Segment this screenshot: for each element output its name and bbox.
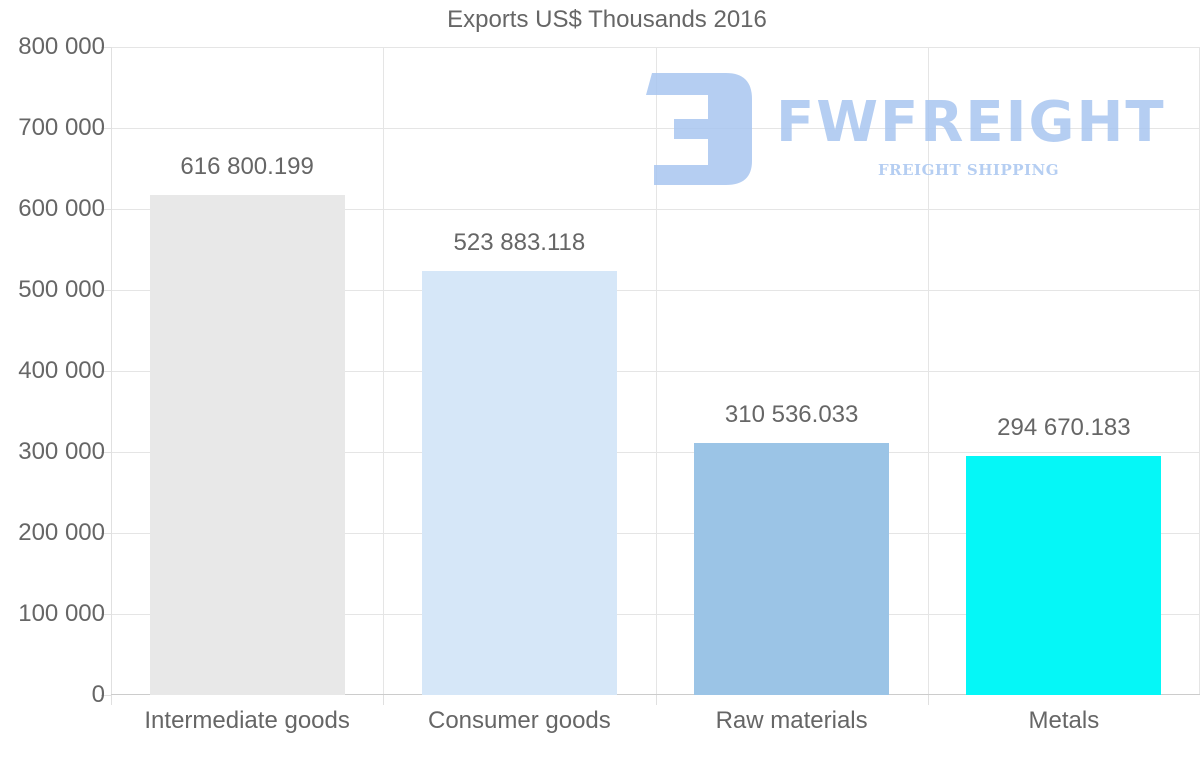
x-tick-mark xyxy=(928,695,929,705)
y-tick-label: 500 000 xyxy=(18,276,105,303)
bar-consumer-goods[interactable] xyxy=(421,270,617,695)
gridline-vertical xyxy=(928,47,929,695)
fwfreight-watermark-logo: FWFREIGHT FREIGHT SHIPPING xyxy=(646,73,1164,188)
y-tick-mark xyxy=(101,47,111,48)
gridline-horizontal xyxy=(111,209,1200,210)
y-tick-mark xyxy=(101,128,111,129)
y-tick-mark xyxy=(101,533,111,534)
y-axis-line xyxy=(111,47,112,695)
bar-value-label: 310 536.033 xyxy=(724,401,859,429)
gridline-horizontal xyxy=(111,452,1200,453)
gridline-horizontal xyxy=(111,47,1200,48)
y-tick-label: 200 000 xyxy=(18,519,105,546)
y-tick-mark xyxy=(101,209,111,210)
x-category-label: Intermediate goods xyxy=(144,707,350,734)
watermark-brand: FWFREIGHT xyxy=(776,90,1166,155)
gridline-horizontal xyxy=(111,371,1200,372)
gridline-vertical xyxy=(656,47,657,695)
bar-metals[interactable] xyxy=(966,456,1162,695)
y-tick-label: 0 xyxy=(91,681,105,708)
y-tick-label: 300 000 xyxy=(18,438,105,465)
x-axis-line xyxy=(111,694,1200,695)
y-tick-mark xyxy=(101,695,111,696)
y-tick-mark xyxy=(101,371,111,372)
y-tick-label: 700 000 xyxy=(18,114,105,141)
x-tick-mark xyxy=(111,695,112,705)
x-tick-mark xyxy=(656,695,657,705)
bar-value-label: 616 800.199 xyxy=(180,153,314,181)
bar-value-label: 523 883.118 xyxy=(453,228,586,256)
chart-title: Exports US$ Thousands 2016 xyxy=(447,6,767,33)
y-tick-label: 600 000 xyxy=(18,195,105,222)
bar-value-label: 294 670.183 xyxy=(997,414,1131,442)
x-category-label: Metals xyxy=(1028,707,1100,734)
y-tick-mark xyxy=(101,452,111,453)
gridline-horizontal xyxy=(111,533,1200,534)
gridline-horizontal xyxy=(111,614,1200,615)
gridline-vertical xyxy=(383,47,384,695)
x-category-label: Raw materials xyxy=(715,707,868,734)
bar-intermediate-goods[interactable] xyxy=(149,195,345,695)
bar-raw-materials[interactable] xyxy=(694,443,890,695)
y-tick-label: 100 000 xyxy=(18,600,105,627)
y-tick-label: 400 000 xyxy=(18,357,105,384)
gridline-horizontal xyxy=(111,128,1200,129)
watermark-tagline: FREIGHT SHIPPING xyxy=(878,161,1060,179)
fwfreight-logo-icon xyxy=(646,73,752,185)
x-category-label: Consumer goods xyxy=(427,707,611,734)
y-tick-mark xyxy=(101,614,111,615)
y-tick-label: 800 000 xyxy=(18,33,105,60)
y-tick-mark xyxy=(101,290,111,291)
gridline-horizontal xyxy=(111,290,1200,291)
x-tick-mark xyxy=(383,695,384,705)
